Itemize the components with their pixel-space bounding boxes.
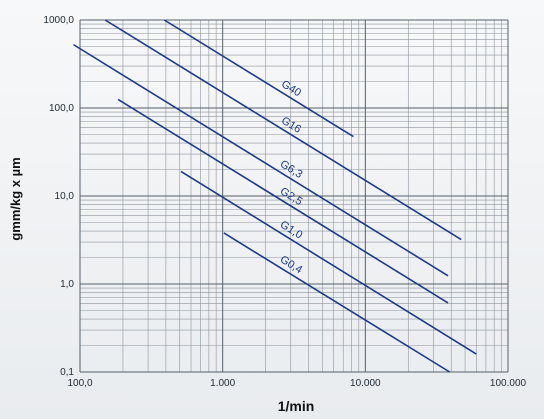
series-line [181,171,476,354]
series-line [105,20,461,240]
series-line [224,233,450,372]
y-tick-label: 1,0 [60,279,74,290]
series-label: G0,4 [278,254,305,277]
y-axis-title: gmm/kg x µm [8,157,23,240]
series-label: G1,0 [278,219,305,242]
y-tick-label: 10,0 [55,191,75,202]
x-tick-label: 100.000 [490,378,527,389]
x-tick-label: 10.000 [350,378,381,389]
y-tick-label: 0,1 [60,367,74,378]
x-tick-labels: 100,0 1.000 10.000 100.000 [67,378,526,389]
series-label: G16 [279,115,303,136]
y-tick-label: 100,0 [49,103,74,114]
series-label: G6,3 [278,158,305,181]
y-tick-labels: 0,1 1,0 10,0 100,0 1000,0 [43,15,74,378]
x-axis-title: 1/min [278,398,315,414]
y-tick-label: 1000,0 [43,15,74,26]
x-tick-label: 100,0 [67,378,92,389]
x-tick-label: 1.000 [210,378,235,389]
